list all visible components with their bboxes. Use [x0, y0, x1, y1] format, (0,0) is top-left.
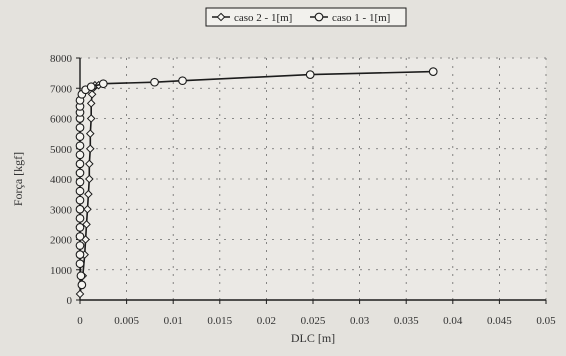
- data-point: [75, 289, 85, 299]
- y-tick-label: 0: [67, 295, 73, 307]
- x-tick-label: 0: [77, 315, 83, 327]
- data-point: [75, 150, 85, 160]
- legend-box: [205, 7, 407, 27]
- data-point: [84, 189, 93, 199]
- data-point: [75, 141, 85, 151]
- x-tick-label: 0.05: [536, 315, 556, 327]
- legend-label: caso 1 - 1[m]: [332, 12, 390, 24]
- y-tick-label: 7000: [50, 83, 73, 95]
- data-point: [75, 168, 85, 178]
- legend-marker: [216, 12, 226, 22]
- tick-labels: 0 0.005 0.01 0.015 0.02 0.025 0.03 0.035 0.04 0.0…: [50, 53, 556, 327]
- y-tick-label: 5000: [50, 144, 73, 156]
- data-point: [75, 250, 85, 259]
- y-tick-label: 8000: [50, 53, 73, 65]
- data-point: [75, 123, 85, 132]
- data-point: [75, 159, 85, 169]
- data-point: [75, 213, 85, 223]
- data-point: [178, 76, 187, 86]
- data-point: [85, 174, 94, 184]
- data-point: [75, 132, 85, 141]
- x-tick-label: 0.03: [350, 315, 370, 327]
- x-tick-label: 0.035: [394, 315, 419, 327]
- data-point: [428, 67, 438, 76]
- data-series: [75, 67, 438, 299]
- data-point: [85, 159, 94, 169]
- data-point: [77, 280, 87, 290]
- data-point: [98, 79, 108, 89]
- x-tick-label: 0.015: [207, 315, 232, 327]
- data-point: [75, 241, 85, 250]
- legend-label: caso 2 - 1[m]: [234, 12, 292, 24]
- data-point: [83, 204, 92, 214]
- data-point: [75, 204, 85, 214]
- grid-lines: [80, 57, 547, 300]
- y-tick-label: 6000: [50, 114, 73, 126]
- data-point: [75, 177, 85, 187]
- data-point: [150, 77, 159, 87]
- y-tick-label: 3000: [50, 204, 73, 216]
- data-point: [75, 195, 85, 205]
- data-point: [75, 259, 85, 269]
- data-point: [86, 114, 96, 123]
- data-point: [85, 144, 95, 154]
- x-tick-label: 0.025: [301, 315, 326, 327]
- data-point: [75, 186, 85, 196]
- data-point: [82, 220, 91, 229]
- data-point: [85, 129, 95, 138]
- series-2: [75, 67, 438, 290]
- data-point: [75, 223, 85, 232]
- x-axis-title: DLC [m]: [291, 331, 335, 345]
- x-tick-label: 0.005: [114, 315, 139, 327]
- data-point: [86, 99, 96, 108]
- y-tick-label: 2000: [50, 235, 73, 247]
- data-point: [86, 82, 96, 92]
- y-axis-title: Força [kgf]: [11, 152, 25, 206]
- x-tick-label: 0.01: [164, 315, 183, 327]
- data-point: [76, 271, 86, 281]
- legend-marker: [314, 12, 324, 22]
- x-tick-label: 0.02: [257, 315, 276, 327]
- x-tick-label: 0.04: [443, 315, 463, 327]
- data-point: [75, 232, 85, 241]
- series-1: [75, 80, 103, 299]
- data-point: [305, 70, 315, 79]
- y-tick-label: 1000: [50, 265, 73, 277]
- data-point: [87, 89, 97, 99]
- y-tick-label: 4000: [50, 174, 73, 186]
- legend: caso 2 - 1[m] caso 1 - 1[m]: [205, 7, 407, 27]
- x-tick-label: 0.045: [487, 315, 512, 327]
